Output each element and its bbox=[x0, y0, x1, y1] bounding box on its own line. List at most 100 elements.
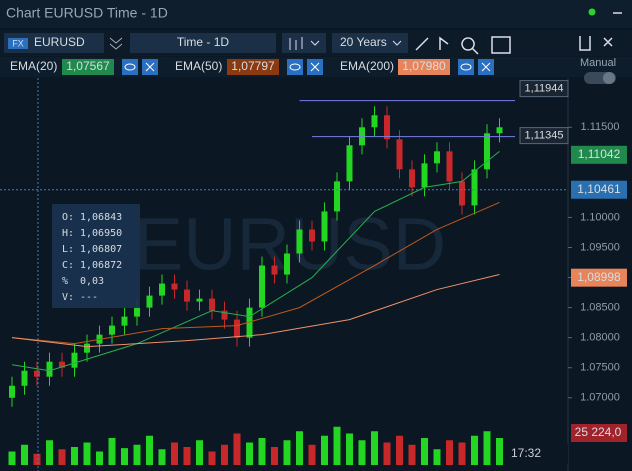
y-tick-label: 1.09500 bbox=[580, 241, 620, 253]
candle-body bbox=[434, 151, 440, 164]
indicator-value: 1,07567 bbox=[66, 59, 110, 73]
candle-body bbox=[46, 361, 53, 377]
volume-bar bbox=[308, 444, 316, 465]
indicator-value-box bbox=[227, 59, 279, 75]
eye-button[interactable] bbox=[287, 59, 303, 75]
candle-body bbox=[459, 181, 465, 206]
volume-bar bbox=[458, 442, 466, 465]
volume-bar bbox=[246, 442, 253, 465]
volume-bar bbox=[133, 444, 141, 465]
info-box bbox=[52, 204, 140, 308]
info-value: --- bbox=[80, 292, 98, 303]
volume-bar bbox=[46, 440, 53, 465]
price-label-box bbox=[571, 180, 627, 199]
candle-body bbox=[59, 361, 65, 368]
candle-body bbox=[309, 229, 315, 242]
price-label: 1,10461 bbox=[577, 182, 621, 196]
volume-bar bbox=[108, 438, 116, 465]
hline-label: 1,11944 bbox=[525, 83, 564, 95]
chart-type[interactable] bbox=[282, 33, 326, 53]
candle-body bbox=[296, 229, 303, 254]
info-label: C: bbox=[62, 260, 74, 271]
volume-bar bbox=[383, 442, 391, 465]
badge bbox=[8, 38, 28, 49]
symbol-box[interactable] bbox=[4, 33, 104, 53]
close-icon bbox=[145, 62, 155, 72]
title-bar bbox=[0, 0, 632, 28]
info-value: 1,06872 bbox=[80, 260, 122, 271]
toolbar-icons[interactable] bbox=[415, 36, 613, 55]
timeframe-box[interactable] bbox=[130, 33, 276, 53]
close-icon bbox=[481, 62, 491, 72]
candle-body bbox=[71, 352, 78, 368]
candle-body bbox=[146, 295, 153, 308]
volume-bar bbox=[421, 438, 428, 465]
candle-body bbox=[159, 283, 165, 296]
candle-body bbox=[234, 319, 240, 338]
volume-bar bbox=[208, 451, 216, 465]
ema-line bbox=[11, 201, 500, 345]
price-label-box bbox=[571, 145, 627, 164]
volume-bar bbox=[146, 435, 153, 465]
candle-body bbox=[171, 283, 178, 290]
indicators: EMA(20) 1,07567 EMA(50) 1,07797 EMA(200) 1,07… bbox=[10, 59, 494, 75]
volume-bar bbox=[296, 431, 303, 465]
volume-bar bbox=[371, 431, 378, 465]
price-label: 1,08998 bbox=[577, 270, 621, 284]
volume-bar bbox=[358, 440, 366, 465]
window-title: Chart EURUSD Time - 1D bbox=[6, 5, 168, 21]
volume-bar bbox=[221, 444, 228, 465]
indicator-value: 1,07797 bbox=[231, 59, 275, 73]
eye-button[interactable] bbox=[458, 59, 474, 75]
compare-icon[interactable] bbox=[109, 37, 123, 50]
candle-body bbox=[446, 151, 453, 182]
candle-body bbox=[196, 298, 203, 302]
candle-body bbox=[421, 163, 428, 188]
indicator-name: EMA(20) bbox=[10, 59, 57, 73]
info-value: 1,06843 bbox=[80, 212, 122, 223]
eye-icon bbox=[289, 63, 301, 71]
candle-body bbox=[134, 307, 140, 317]
volume-bar bbox=[483, 431, 491, 465]
info-label: V: bbox=[62, 292, 74, 303]
info-label: % bbox=[62, 276, 68, 287]
candle-body bbox=[184, 289, 190, 302]
plot: 1.115001.100001.095001.090001.085001.080… bbox=[0, 78, 627, 471]
chart-type-icon bbox=[289, 37, 320, 50]
info: O: 1,06843 H: 1,06950 L: 1,06807 C: 1,06872% 0,0… bbox=[62, 212, 122, 303]
minimize[interactable] bbox=[613, 12, 622, 14]
candle-body bbox=[84, 343, 90, 353]
volume-bar bbox=[71, 447, 78, 465]
volume-bar bbox=[83, 442, 91, 465]
candle-body bbox=[496, 127, 503, 134]
volume-bar bbox=[8, 451, 16, 465]
eye-icon bbox=[460, 63, 472, 71]
range: 20 Years bbox=[340, 35, 387, 49]
manual-label: Manual bbox=[580, 57, 616, 69]
indicator-name: EMA(50) bbox=[175, 59, 222, 73]
volume-bar bbox=[183, 447, 191, 465]
volume-bar bbox=[283, 440, 291, 465]
time-box bbox=[506, 444, 568, 464]
time-label: 17:32 bbox=[511, 446, 541, 460]
hline-label-box bbox=[519, 80, 569, 98]
volume-bar bbox=[433, 449, 441, 465]
info-value: 1,06950 bbox=[80, 228, 122, 239]
y-tick-label: 1.07000 bbox=[580, 392, 620, 404]
range-box[interactable] bbox=[332, 33, 408, 53]
close-icon bbox=[310, 62, 320, 72]
eye-button[interactable] bbox=[122, 59, 138, 75]
volume-bar bbox=[58, 449, 66, 465]
info-label: L: bbox=[62, 244, 74, 255]
info-label: O: bbox=[62, 212, 74, 223]
candle-body bbox=[271, 265, 278, 275]
price-label-box bbox=[571, 268, 627, 287]
eye-icon bbox=[124, 63, 136, 71]
status-dot bbox=[588, 8, 596, 16]
volume-bar bbox=[471, 435, 478, 465]
indicator-name: EMA(200) bbox=[340, 59, 394, 73]
candle-body bbox=[409, 169, 415, 188]
candle-body bbox=[284, 253, 290, 275]
info-value: 0,03 bbox=[80, 276, 104, 287]
